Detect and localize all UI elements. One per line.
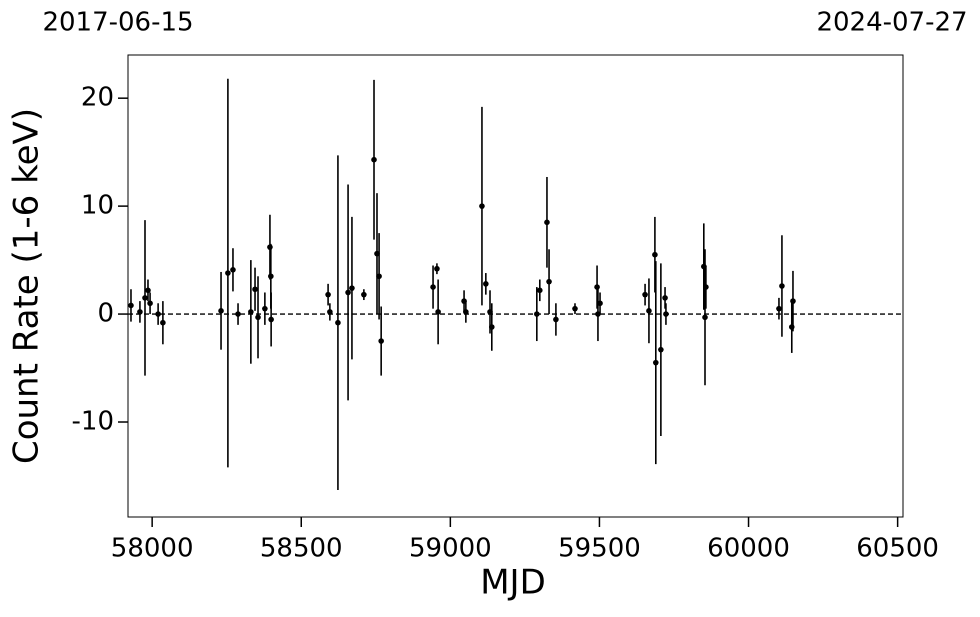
- data-point: [262, 305, 268, 312]
- data-point: [155, 311, 161, 317]
- data-point: [662, 295, 668, 301]
- x-tick-label: 59500: [558, 534, 641, 564]
- plot-frame: [127, 54, 904, 518]
- data-point: [325, 291, 331, 298]
- y-tick-label: 0: [97, 299, 114, 329]
- data-point: [663, 311, 669, 317]
- data-point: [268, 316, 274, 323]
- data-point: [137, 309, 143, 315]
- data-point: [434, 265, 440, 272]
- x-tick-label: 60000: [707, 534, 790, 564]
- data-point: [537, 287, 543, 294]
- data-point: [553, 316, 559, 323]
- data-point: [327, 309, 333, 315]
- y-tick-label: -10: [72, 407, 114, 437]
- y-tick-label: 10: [81, 191, 114, 221]
- data-point: [435, 309, 441, 315]
- data-point: [594, 284, 600, 290]
- data-point: [267, 244, 273, 250]
- data-point: [335, 319, 341, 326]
- data-point: [488, 324, 495, 330]
- data-point: [546, 278, 552, 285]
- data-point: [378, 338, 384, 344]
- x-tick-label: 58500: [260, 534, 343, 564]
- data-point: [252, 286, 258, 293]
- x-tick-label: 59000: [409, 534, 492, 564]
- y-axis-label: Count Rate (1-6 keV): [7, 108, 47, 464]
- data-point: [597, 300, 603, 307]
- x-axis-label: MJD: [480, 563, 546, 603]
- data-point: [779, 283, 785, 289]
- start-date: 2017-06-15: [42, 8, 193, 38]
- data-point: [128, 302, 134, 309]
- data-point: [652, 359, 659, 366]
- data-point: [703, 284, 709, 290]
- data-point: [479, 203, 485, 209]
- data-point: [230, 267, 236, 273]
- data-point: [160, 319, 166, 326]
- data-point: [255, 314, 261, 321]
- data-point: [349, 285, 355, 291]
- data-point: [463, 309, 469, 315]
- data-point: [790, 298, 796, 304]
- data-point: [142, 295, 148, 301]
- x-tick-label: 60500: [856, 534, 939, 564]
- data-point: [702, 314, 708, 321]
- data-point: [430, 284, 436, 290]
- data-point: [534, 311, 540, 317]
- data-point: [235, 311, 241, 317]
- data-point: [248, 309, 254, 315]
- data-point: [544, 219, 550, 226]
- y-tick-label: 20: [81, 83, 114, 113]
- data-point: [642, 291, 648, 298]
- data-point: [268, 273, 274, 280]
- end-date: 2024-07-27: [816, 8, 967, 38]
- data-point: [658, 346, 664, 353]
- data-point: [776, 305, 782, 312]
- data-point: [147, 300, 153, 307]
- data-point: [371, 156, 377, 163]
- data-point: [145, 287, 151, 294]
- data-point: [572, 305, 578, 312]
- data-point: [483, 281, 489, 287]
- data-point: [218, 308, 224, 314]
- data-point: [646, 308, 652, 314]
- data-point: [652, 251, 658, 258]
- data-point: [345, 289, 351, 296]
- data-point: [361, 291, 367, 298]
- x-tick-label: 58000: [111, 534, 194, 564]
- data-point: [376, 273, 382, 280]
- data-point: [225, 270, 231, 276]
